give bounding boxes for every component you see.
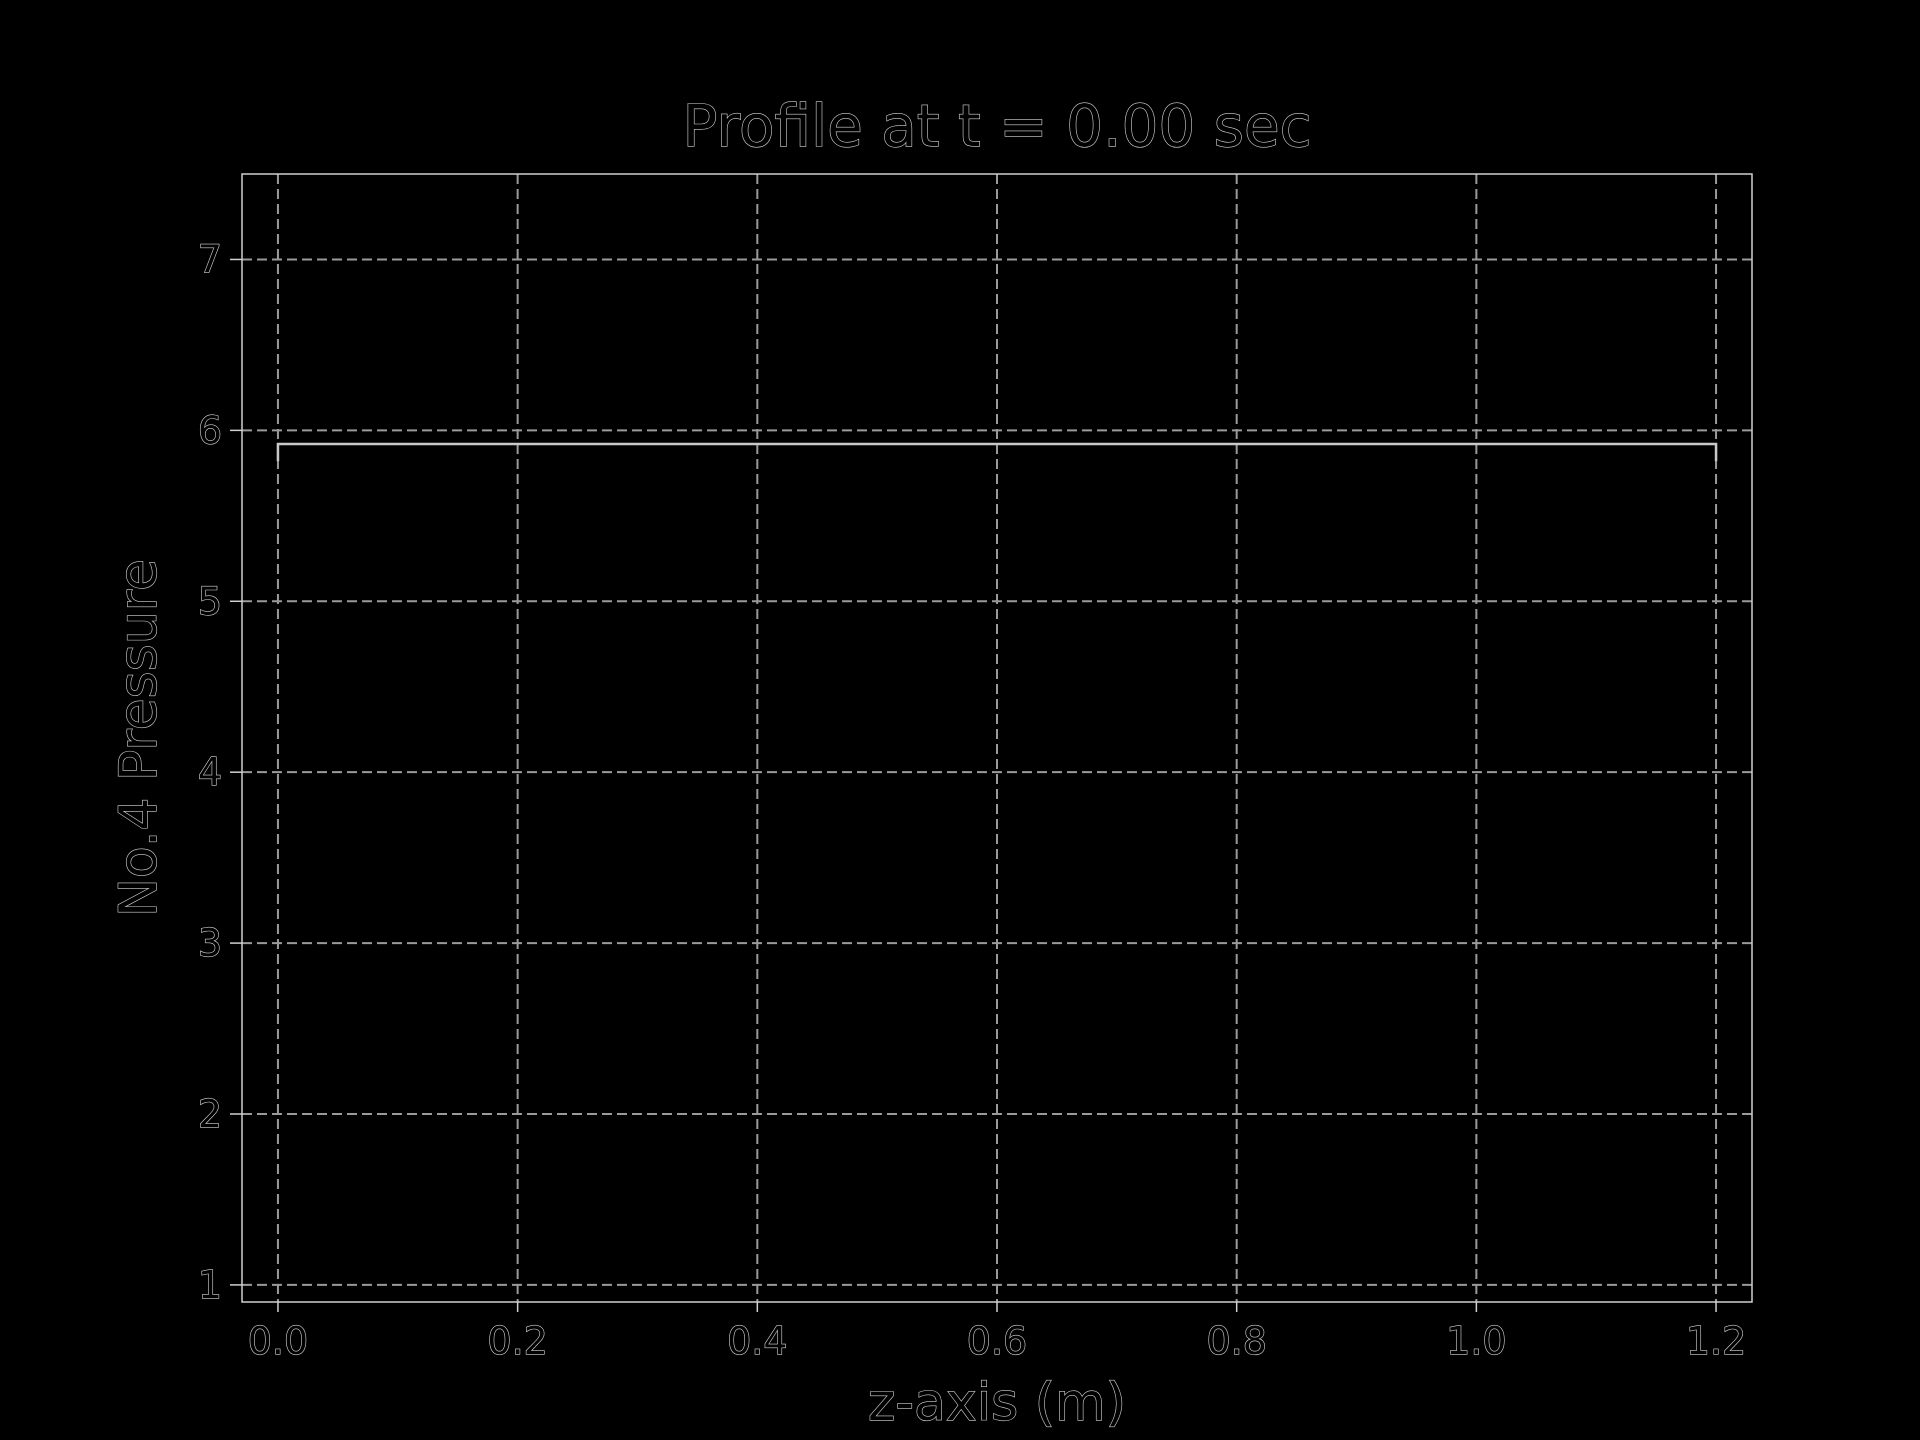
grid [242, 174, 1752, 1302]
y-tick-label: 2 [198, 1092, 222, 1136]
chart-title: Profile at t = 0.00 sec [682, 92, 1311, 160]
x-tick-label: 1.0 [1446, 1319, 1506, 1363]
x-tick-label: 0.4 [727, 1319, 787, 1363]
y-axis-label: No.4 Pressure [109, 559, 169, 917]
y-tick-label: 4 [198, 750, 222, 794]
x-tick-label: 0.8 [1206, 1319, 1266, 1363]
series [276, 442, 1718, 462]
y-tick-label: 7 [198, 237, 222, 281]
y-tick-label: 6 [198, 408, 222, 452]
y-tick-label: 1 [198, 1263, 222, 1307]
x-tick-label: 1.2 [1686, 1319, 1746, 1363]
series-line [276, 442, 1718, 462]
x-tick-label: 0.0 [248, 1319, 308, 1363]
ticks: 0.0 0.2 0.4 0.6 0.8 1.0 1.2 1 2 3 4 5 6 7 [197, 237, 1747, 1364]
x-axis-label: z-axis (m) [868, 1373, 1126, 1433]
x-tick-label: 0.6 [967, 1319, 1027, 1363]
x-tick-label: 0.2 [487, 1319, 547, 1363]
y-tick-label: 3 [198, 921, 222, 965]
y-tick-label: 5 [198, 579, 222, 623]
